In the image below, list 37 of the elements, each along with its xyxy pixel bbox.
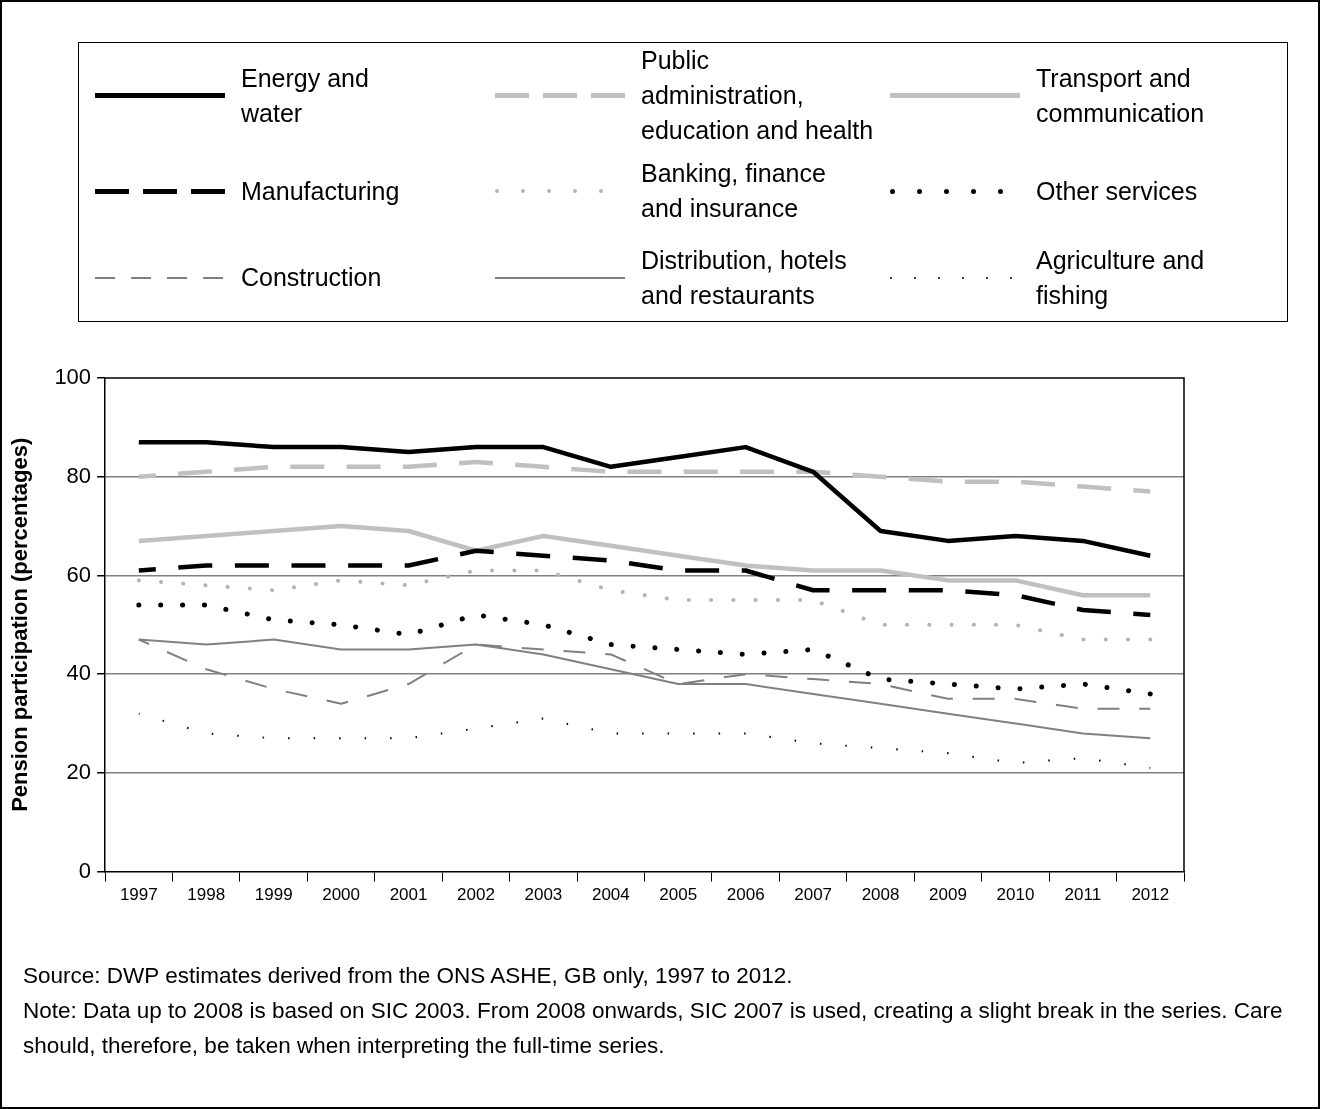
legend-label: Manufacturing xyxy=(241,175,400,207)
y-tick-label: 40 xyxy=(66,660,92,686)
y-tick-label: 60 xyxy=(66,561,92,587)
line-series xyxy=(136,459,1153,494)
x-tick-label: 2011 xyxy=(1064,885,1102,905)
x-tick-label: 2005 xyxy=(659,885,698,905)
source-note: Source: DWP estimates derived from the ONS ASHE, GB only, 1997 to 2012. xyxy=(23,962,794,990)
legend-label: Banking, finance and insurance xyxy=(641,158,827,225)
y-axis-title: Pension participation (percentages) xyxy=(7,437,33,812)
x-tick-label: 2009 xyxy=(929,885,967,905)
x-tick-label: 2006 xyxy=(726,885,765,905)
x-tick-label: 2008 xyxy=(861,885,900,905)
legend-label: Construction xyxy=(241,262,382,294)
text: Note: Data up to 2008 is based on SIC 2003. From 2008 onwards, SIC 2007 is used, creating a slight break in the series. Care should, therefore, be taken when interpreting the full-time series. xyxy=(23,997,1284,1060)
y-tick-label: 0 xyxy=(78,857,92,883)
y-tick-label: 80 xyxy=(66,462,92,488)
line-series xyxy=(136,548,1153,618)
legend-label: Distribution, hotels and restaurants xyxy=(641,244,848,311)
x-tick-label: 2002 xyxy=(457,885,495,905)
legend-label: Public administration, education and health xyxy=(641,45,874,146)
x-tick-label: 2000 xyxy=(322,885,361,905)
x-tick-label: 2003 xyxy=(524,885,563,905)
x-tick-label: 2004 xyxy=(591,885,630,905)
y-tick-label: 20 xyxy=(66,758,92,784)
y-tick-label: 100 xyxy=(54,364,92,390)
x-tick-label: 2001 xyxy=(389,885,428,905)
x-tick-label: 2012 xyxy=(1131,885,1170,905)
legend-label: Agriculture and fishing xyxy=(1036,244,1206,311)
x-tick-label: 2010 xyxy=(996,885,1035,905)
legend-label: Transport and communication xyxy=(1036,62,1206,129)
legend-label: Energy and water xyxy=(241,62,370,129)
x-tick-label: 1997 xyxy=(119,885,158,905)
x-tick-label: 1998 xyxy=(187,885,226,905)
legend-label: Other services xyxy=(1036,175,1198,207)
x-tick-label: 1999 xyxy=(254,885,293,905)
line-series xyxy=(136,568,1153,642)
x-tick-label: 2007 xyxy=(794,885,833,905)
